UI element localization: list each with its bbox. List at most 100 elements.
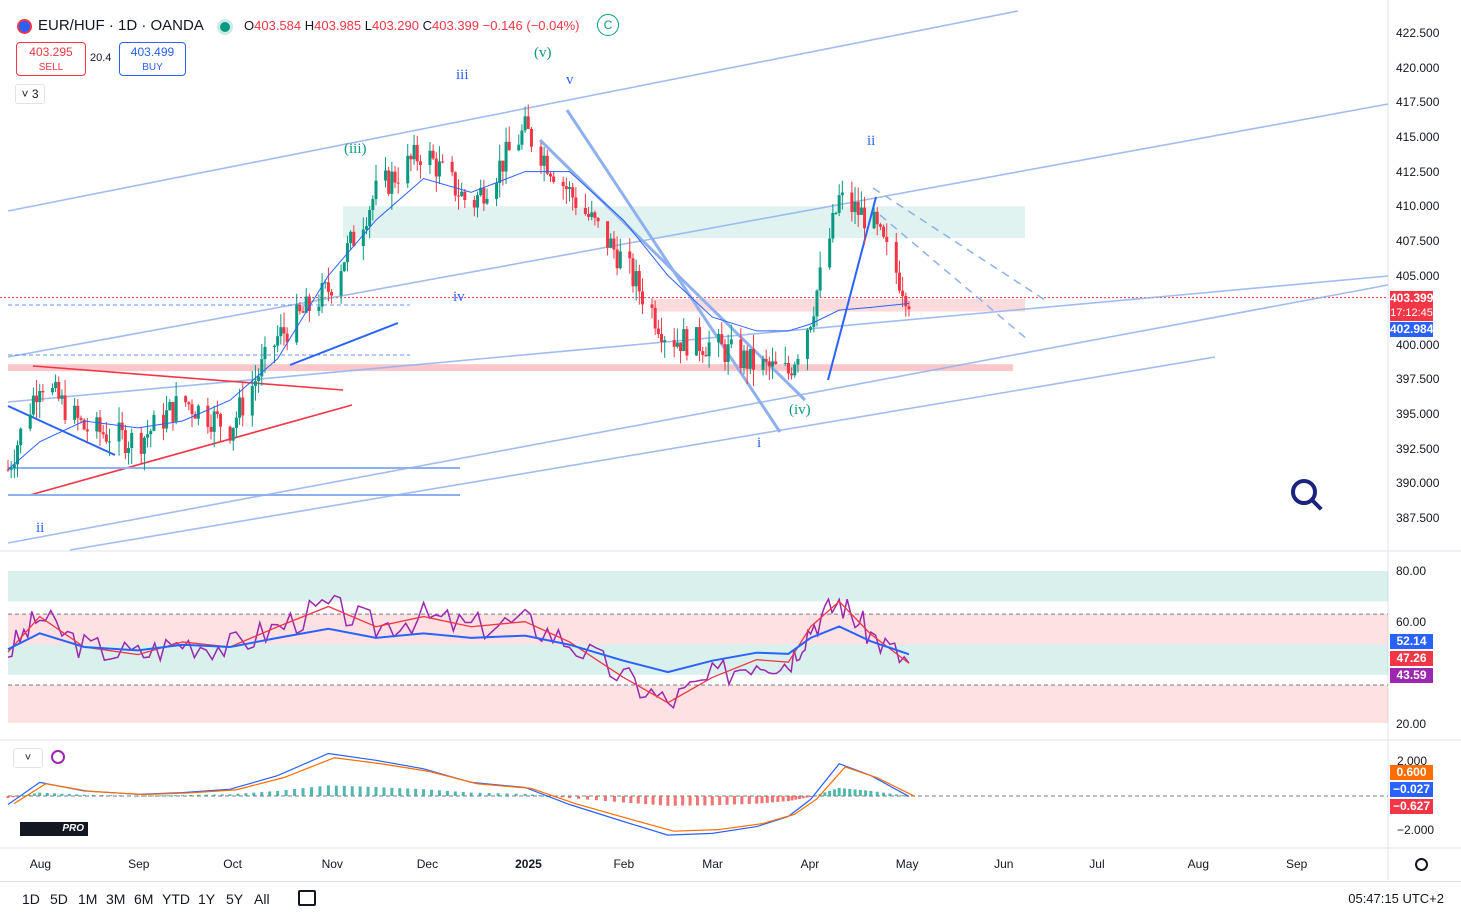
candle-body bbox=[463, 191, 467, 200]
macd-bar bbox=[658, 796, 662, 806]
macd-bar bbox=[414, 788, 418, 796]
macd-bar bbox=[651, 796, 655, 805]
timeframe-3m[interactable]: 3M bbox=[106, 891, 126, 907]
candle-body bbox=[171, 402, 175, 422]
wave-label-iii: iii bbox=[456, 67, 469, 83]
timeframe-5d[interactable]: 5D bbox=[50, 891, 68, 907]
macd-bar bbox=[666, 796, 670, 806]
macd-bar bbox=[776, 796, 780, 802]
rsi-value-tag: 43.59 bbox=[1390, 668, 1433, 683]
time-axis-label: 2025 bbox=[515, 857, 542, 871]
sell-button[interactable]: 403.295 SELL bbox=[16, 42, 86, 76]
triangle-upper-line bbox=[32, 365, 344, 391]
macd-bar bbox=[842, 788, 846, 796]
wave-label-iv-paren: (iv) bbox=[789, 402, 811, 418]
macd-bar bbox=[703, 796, 707, 806]
macd-bar bbox=[718, 796, 722, 806]
candle-body bbox=[745, 350, 749, 369]
buy-button[interactable]: 403.499 BUY bbox=[119, 42, 186, 76]
candle-body bbox=[16, 445, 20, 465]
macd-bar bbox=[577, 796, 581, 799]
market-closed-badge[interactable]: C bbox=[597, 14, 619, 36]
rsi-axis-80: 80.00 bbox=[1396, 564, 1427, 578]
symbol-title[interactable]: EUR/HUF · 1D · OANDA bbox=[38, 17, 204, 34]
macd-bar bbox=[805, 796, 809, 798]
refresh-icon[interactable] bbox=[51, 750, 65, 764]
candle-body bbox=[596, 218, 600, 222]
candle-body bbox=[726, 344, 730, 363]
timeframe-ytd[interactable]: YTD bbox=[162, 891, 190, 907]
price-axis-label: 415.000 bbox=[1396, 129, 1440, 144]
indicators-toggle[interactable]: ˅ 3 bbox=[15, 84, 45, 104]
candle-body bbox=[434, 158, 438, 177]
candle-body bbox=[901, 290, 905, 296]
candle-body bbox=[304, 296, 308, 313]
date-range-icon[interactable] bbox=[298, 890, 316, 906]
candle-body bbox=[307, 296, 311, 311]
buy-price: 403.499 bbox=[130, 45, 175, 59]
rsi-mid-zone bbox=[8, 644, 1388, 675]
candle-body bbox=[894, 241, 898, 273]
candle-body bbox=[50, 388, 54, 393]
candle-body bbox=[123, 430, 127, 454]
time-axis-label: Aug bbox=[1187, 857, 1209, 871]
macd-bar bbox=[681, 796, 685, 806]
dashed-channel bbox=[879, 214, 1029, 341]
candle-body bbox=[526, 116, 530, 129]
candle-body bbox=[618, 251, 622, 269]
pane-collapse-button[interactable]: ˅ bbox=[13, 748, 43, 768]
last-price-tag: 403.399 bbox=[1390, 291, 1434, 306]
macd-bar bbox=[244, 793, 248, 796]
macd-bar bbox=[809, 796, 813, 797]
macd-bar bbox=[382, 787, 386, 796]
candle-body bbox=[568, 187, 572, 190]
macd-bar bbox=[252, 792, 256, 796]
candle-body bbox=[720, 334, 724, 345]
candle-body bbox=[38, 390, 42, 403]
macd-signal-tag: 0.600 bbox=[1390, 765, 1433, 780]
candle-body bbox=[206, 405, 210, 427]
macd-bar bbox=[127, 795, 131, 797]
timeframe-5y[interactable]: 5Y bbox=[226, 891, 244, 907]
candle-body bbox=[593, 212, 597, 219]
macd-bar bbox=[27, 794, 31, 796]
candle-body bbox=[196, 405, 200, 419]
candle-body bbox=[878, 224, 882, 227]
timeframe-1y[interactable]: 1Y bbox=[198, 891, 216, 907]
rsi-axis-60: 60.00 bbox=[1396, 615, 1427, 629]
candle-body bbox=[298, 304, 302, 312]
candle-body bbox=[612, 238, 616, 250]
settings-gear-icon[interactable] bbox=[1415, 858, 1428, 871]
moving-average-line bbox=[7, 171, 910, 470]
candle-body bbox=[339, 271, 343, 296]
macd-bar bbox=[894, 794, 898, 796]
macd-bar bbox=[901, 795, 905, 797]
macd-bar bbox=[487, 793, 491, 796]
timeframe-1m[interactable]: 1M bbox=[78, 891, 98, 907]
macd-bar bbox=[67, 794, 71, 796]
candle-body bbox=[498, 160, 502, 183]
timeframe-6m[interactable]: 6M bbox=[134, 891, 154, 907]
candle-body bbox=[253, 381, 257, 386]
candle-body bbox=[742, 350, 746, 369]
candle-body bbox=[437, 161, 441, 177]
candle-body bbox=[19, 428, 23, 446]
candle-body bbox=[456, 195, 460, 197]
macd-bar bbox=[710, 796, 714, 806]
candle-body bbox=[831, 212, 835, 239]
macd-bar bbox=[158, 795, 162, 797]
candle-body bbox=[453, 172, 457, 196]
candle-body bbox=[660, 334, 664, 343]
candle-body bbox=[571, 187, 575, 198]
time-axis-label: Apr bbox=[800, 857, 820, 871]
candle-body bbox=[12, 464, 16, 469]
candle-body bbox=[393, 171, 397, 183]
timeframe-all[interactable]: All bbox=[254, 891, 270, 907]
candle-body bbox=[146, 434, 150, 438]
candle-body bbox=[701, 351, 705, 355]
triangle-lower-line bbox=[29, 404, 353, 496]
candle-body bbox=[739, 339, 743, 369]
timeframe-1d[interactable]: 1D bbox=[22, 891, 40, 907]
